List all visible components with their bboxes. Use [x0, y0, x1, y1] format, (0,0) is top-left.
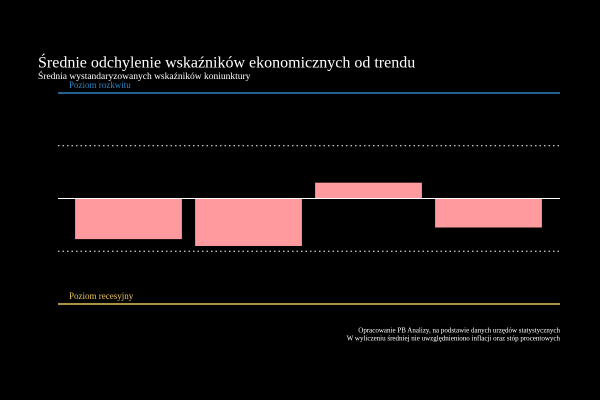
bar [195, 198, 302, 246]
bar [75, 198, 182, 240]
note: Opracowanie PB Analizy, na podstawie dan… [358, 327, 560, 335]
bar [315, 182, 422, 199]
reference-label: Poziom rozkwitu [69, 80, 131, 90]
chart-title: Średnie odchylenie wskaźników ekonomiczn… [38, 53, 415, 72]
chart-subtitle: Średnia wystandaryzowanych wskaźników ko… [38, 70, 251, 82]
bar [435, 198, 542, 228]
note: W wyliczeniu średniej nie uwzględnienion… [347, 335, 561, 343]
reference-label: Poziom recesyjny [69, 291, 134, 301]
